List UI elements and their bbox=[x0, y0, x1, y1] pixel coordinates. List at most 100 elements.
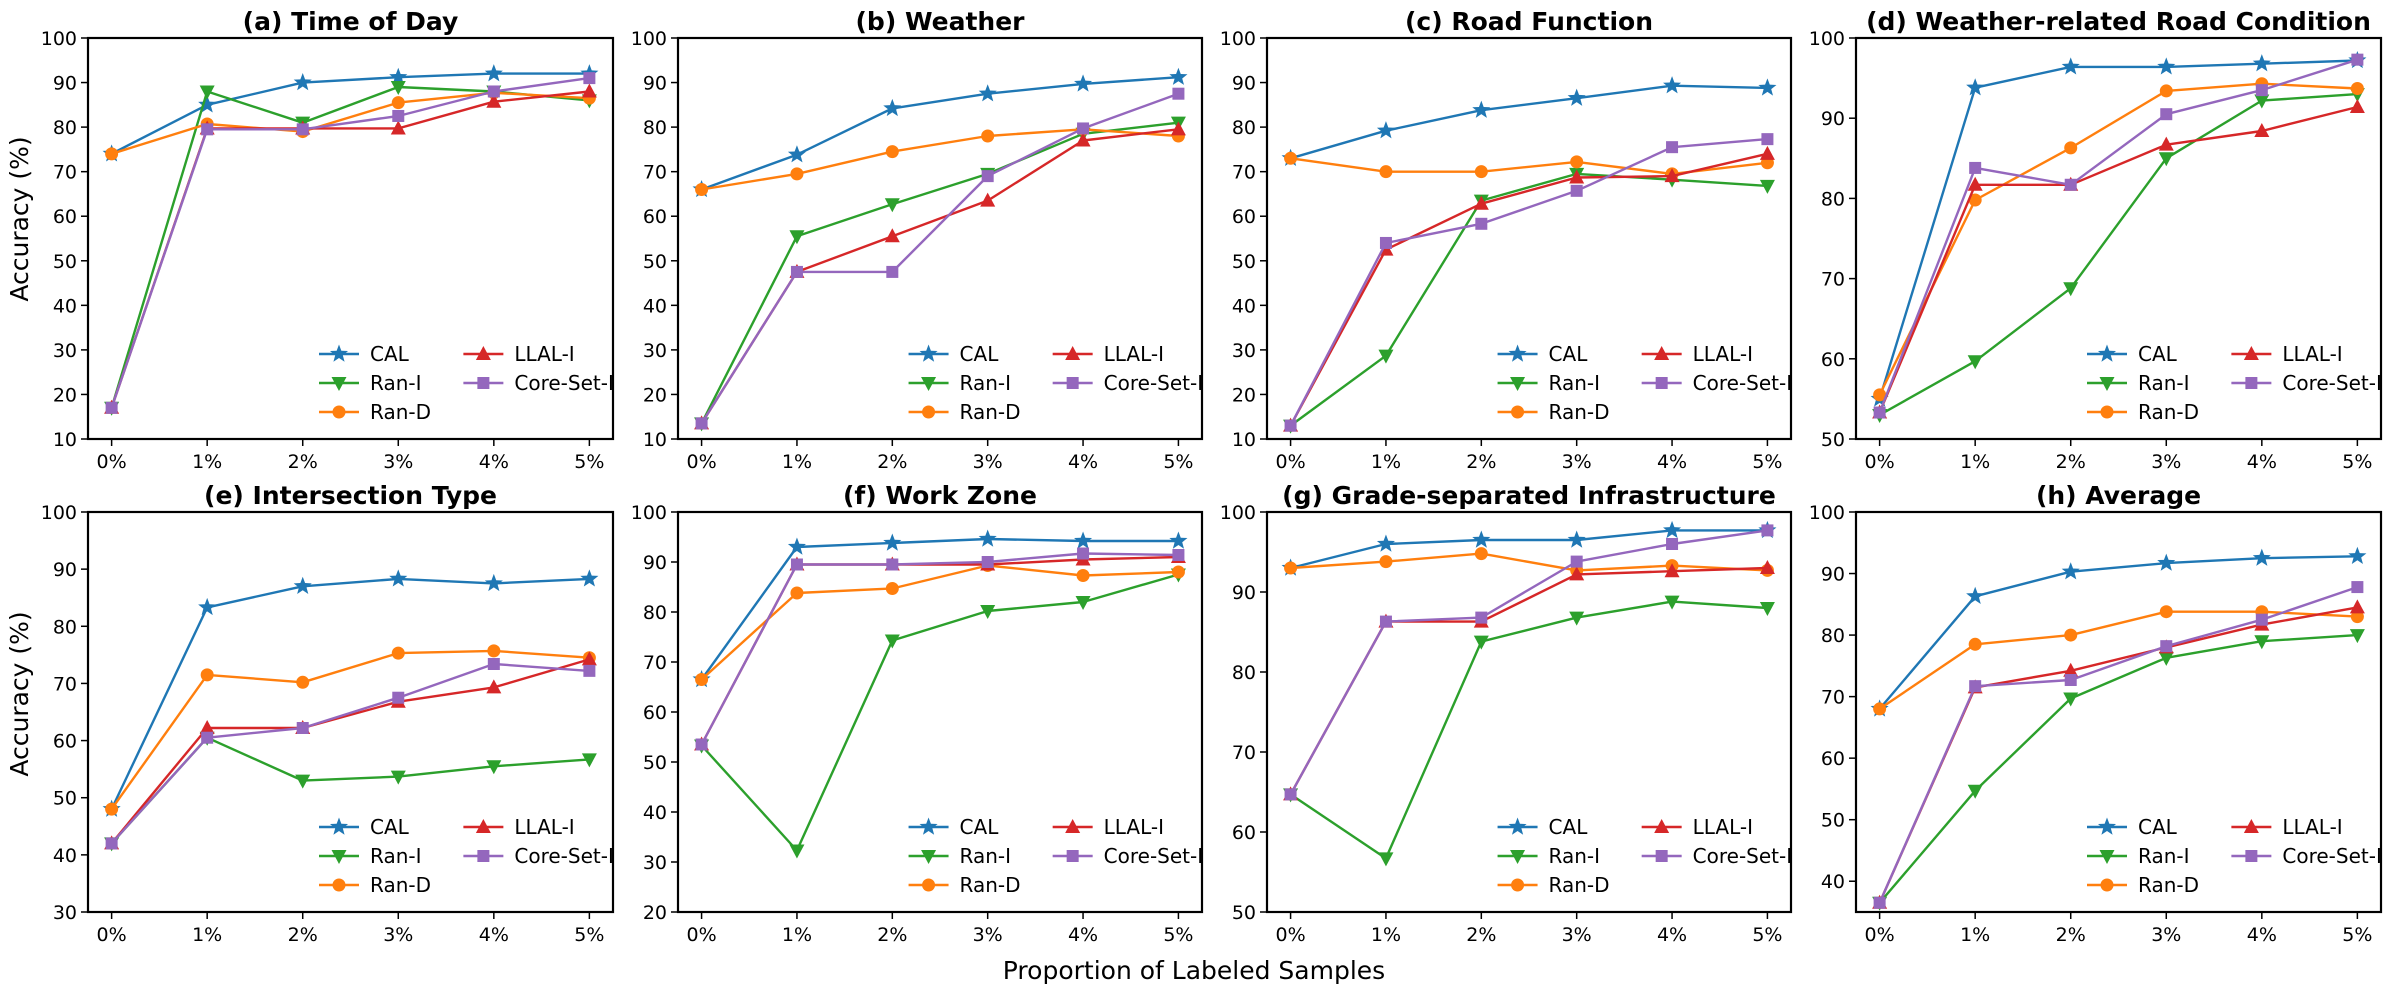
data-point bbox=[2351, 581, 2364, 594]
data-point bbox=[1663, 76, 1682, 94]
axes-frame bbox=[676, 510, 1204, 914]
y-tick-label: 70 bbox=[1232, 162, 1256, 184]
data-point bbox=[885, 582, 899, 595]
panel-d-weather-related-road-condition: (d) Weather-related Road Condition 50 60 70… bbox=[1809, 7, 2383, 473]
x-tick-label: 3% bbox=[2151, 451, 2181, 473]
data-point bbox=[1873, 896, 1886, 909]
series-line bbox=[1290, 552, 1768, 572]
x-tick-label: 2% bbox=[288, 451, 318, 473]
data-point bbox=[105, 147, 119, 161]
y-tick-label: 20 bbox=[53, 384, 77, 406]
series-core-set-i bbox=[1284, 133, 1774, 432]
axes-frame bbox=[86, 510, 615, 914]
data-point bbox=[1077, 547, 1090, 560]
panel-title: (f) Work Zone bbox=[843, 481, 1037, 510]
series-cal bbox=[1870, 546, 2367, 717]
data-point bbox=[1969, 680, 1982, 693]
data-point bbox=[1873, 702, 1887, 716]
series-ran-i bbox=[1872, 88, 2365, 423]
data-point bbox=[981, 556, 994, 568]
data-point bbox=[1758, 78, 1777, 96]
axes-frame bbox=[676, 36, 1204, 441]
legend-marker bbox=[2245, 377, 2258, 389]
y-tick-label: 70 bbox=[643, 652, 667, 674]
data-point bbox=[886, 265, 899, 278]
data-point bbox=[486, 679, 502, 694]
x-tick-label: 5% bbox=[1163, 924, 1193, 946]
series-line bbox=[700, 573, 1179, 852]
panel-b-weather: (b) Weather 10 20 30 40 50 60 70 80 90 100 0% 1% 2% 3%… bbox=[631, 7, 1203, 473]
data-point bbox=[884, 634, 900, 649]
series-core-set-i bbox=[1284, 524, 1774, 801]
data-point bbox=[105, 802, 119, 816]
data-point bbox=[1169, 531, 1188, 549]
x-tick-label: 5% bbox=[2342, 451, 2372, 473]
data-point bbox=[486, 93, 502, 108]
data-point bbox=[1759, 602, 1775, 616]
y-tick-label: 100 bbox=[1809, 502, 1845, 524]
y-tick-label: 50 bbox=[643, 752, 667, 774]
series-llal-i bbox=[1283, 560, 1775, 801]
x-tick-label: 0% bbox=[1865, 451, 1895, 473]
data-point bbox=[2159, 605, 2173, 619]
panel-title: (h) Average bbox=[2036, 481, 2201, 510]
series-ran-i bbox=[694, 116, 1186, 432]
y-tick-label: 90 bbox=[643, 73, 667, 95]
y-tick-label: 30 bbox=[53, 340, 77, 362]
x-tick-label: 5% bbox=[1752, 924, 1782, 946]
data-point bbox=[2061, 57, 2080, 75]
series-line bbox=[110, 658, 590, 845]
y-tick-label: 80 bbox=[53, 616, 77, 638]
series-line bbox=[700, 564, 1179, 681]
data-point bbox=[1378, 349, 1394, 364]
data-point bbox=[980, 192, 996, 207]
legend: CAL Ran-I Ran-D LLAL-I Core-Set-I bbox=[1497, 815, 1792, 897]
legend-entry: LLAL-I bbox=[2282, 342, 2342, 366]
data-point bbox=[1170, 121, 1186, 136]
legend-entry: Ran-D bbox=[370, 400, 431, 424]
y-tick-label: 60 bbox=[643, 206, 667, 228]
y-tick-label: 10 bbox=[53, 429, 77, 451]
data-point bbox=[1076, 569, 1090, 582]
y-tick-label: 80 bbox=[643, 117, 667, 139]
series-line bbox=[1878, 105, 2358, 413]
x-tick-label: 1% bbox=[192, 451, 222, 473]
data-point bbox=[1567, 88, 1586, 106]
y-tick-label: 100 bbox=[1220, 28, 1256, 50]
data-point bbox=[296, 123, 309, 136]
legend-marker bbox=[1654, 346, 1670, 360]
data-point bbox=[1759, 145, 1775, 160]
data-point bbox=[2255, 84, 2268, 97]
data-point bbox=[2157, 553, 2176, 571]
legend-entry: CAL bbox=[960, 815, 1000, 839]
y-tick-label: 90 bbox=[1232, 73, 1256, 95]
y-tick-label: 40 bbox=[1821, 871, 1845, 893]
panel-g-grade-separated-infrastructure: (g) Grade-separated Infrastructure 50 60 70… bbox=[1220, 481, 1792, 946]
data-point bbox=[199, 720, 215, 734]
x-tick-label: 4% bbox=[479, 924, 509, 946]
y-tick-label: 90 bbox=[53, 559, 77, 581]
legend-marker bbox=[329, 344, 349, 362]
legend-marker bbox=[1511, 405, 1525, 419]
data-point bbox=[392, 691, 405, 704]
legend-entry: Ran-I bbox=[960, 371, 1012, 395]
x-tick-label: 0% bbox=[1276, 451, 1306, 473]
data-point bbox=[2064, 141, 2078, 155]
data-point bbox=[392, 109, 405, 122]
data-point bbox=[1967, 176, 1983, 191]
data-point bbox=[790, 586, 804, 600]
y-tick-label: 40 bbox=[643, 802, 667, 824]
legend-entry: Ran-D bbox=[960, 873, 1021, 897]
y-tick-label: 50 bbox=[1232, 251, 1256, 273]
legend-marker bbox=[1066, 850, 1079, 862]
series-ran-d bbox=[695, 122, 1185, 196]
data-point bbox=[581, 83, 597, 98]
data-point bbox=[2064, 628, 2078, 642]
x-tick-label: 5% bbox=[1163, 451, 1193, 473]
series-line bbox=[1878, 59, 2358, 400]
y-tick-label: 100 bbox=[41, 28, 77, 50]
y-tick-label: 70 bbox=[1821, 687, 1845, 709]
legend-entry: CAL bbox=[960, 342, 1000, 366]
series-line bbox=[1290, 84, 1768, 160]
data-point bbox=[1873, 406, 1886, 419]
